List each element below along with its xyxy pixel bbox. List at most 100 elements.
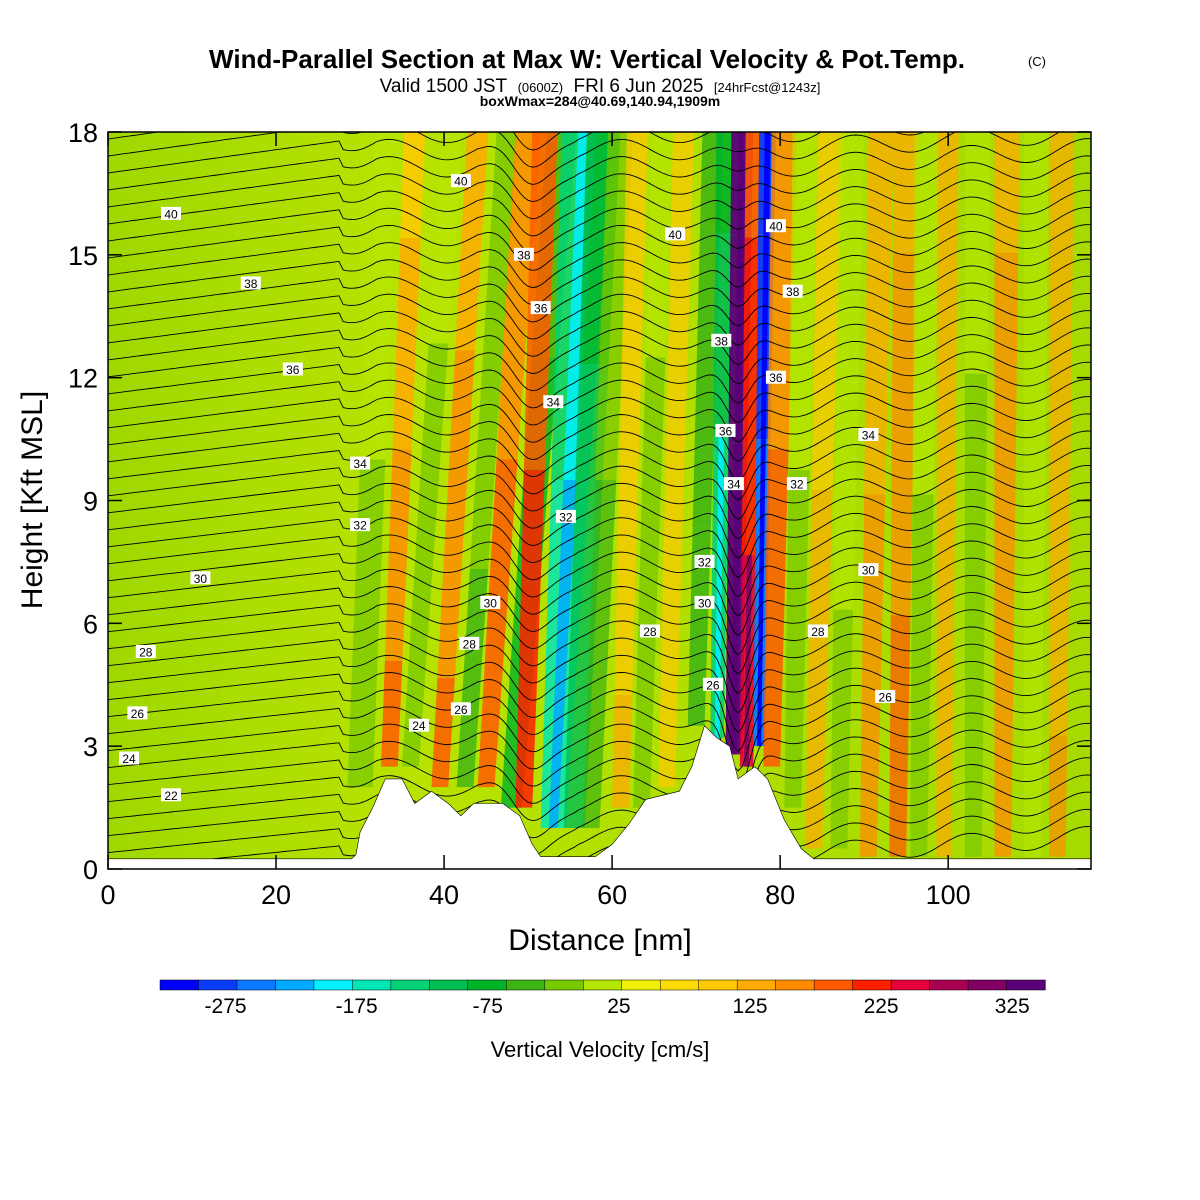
velocity-band bbox=[1048, 132, 1075, 253]
contour-label: 34 bbox=[350, 456, 371, 471]
isentrope-line bbox=[108, 464, 1091, 540]
y-tick-label: 12 bbox=[68, 364, 98, 394]
velocity-band bbox=[937, 132, 959, 253]
velocity-band bbox=[994, 615, 1014, 736]
contour-label: 28 bbox=[459, 636, 480, 651]
velocity-band bbox=[836, 251, 862, 371]
contour-label: 30 bbox=[190, 571, 211, 586]
isentrope-line bbox=[108, 378, 1091, 443]
colorbar-swatch bbox=[159, 979, 200, 991]
contour-label: 24 bbox=[119, 751, 139, 766]
contour-label: 36 bbox=[715, 423, 736, 438]
velocity-band bbox=[642, 357, 666, 470]
velocity-band bbox=[889, 735, 909, 857]
contour-label-bg bbox=[711, 333, 732, 347]
contour-label: 26 bbox=[875, 690, 896, 705]
velocity-band bbox=[415, 449, 441, 556]
velocity-core bbox=[734, 339, 744, 444]
y-axis-label: Height [Kft MSL] bbox=[16, 391, 49, 609]
contour-label-bg bbox=[350, 456, 371, 470]
velocity-band bbox=[994, 252, 1019, 374]
velocity-band bbox=[859, 735, 880, 857]
velocity-band bbox=[617, 469, 639, 583]
velocity-band bbox=[911, 615, 932, 736]
contour-label-text: 30 bbox=[484, 596, 498, 610]
velocity-band bbox=[408, 555, 434, 661]
colorbar-swatch bbox=[1006, 979, 1046, 991]
y-tick-label: 9 bbox=[83, 487, 98, 517]
velocity-band bbox=[766, 449, 789, 556]
colorbar-swatch bbox=[852, 979, 892, 991]
contour-label-text: 38 bbox=[715, 334, 729, 348]
theta-contours bbox=[108, 132, 1091, 869]
colorbar-swatch bbox=[967, 979, 1008, 991]
colorbar-swatch bbox=[698, 979, 738, 991]
x-tick-label: 60 bbox=[597, 880, 627, 910]
contour-label-text: 32 bbox=[559, 510, 573, 524]
contour-label: 38 bbox=[240, 276, 261, 291]
velocity-band bbox=[913, 132, 940, 253]
velocity-band bbox=[911, 494, 934, 616]
colorbar-tick-label: -75 bbox=[473, 995, 503, 1018]
isentrope-line bbox=[108, 344, 1091, 409]
velocity-band bbox=[687, 626, 708, 726]
contour-label: 28 bbox=[807, 624, 828, 639]
velocity-band bbox=[422, 343, 449, 450]
contour-label-text: 30 bbox=[194, 572, 208, 586]
velocity-band bbox=[368, 132, 398, 242]
isentrope-line bbox=[108, 172, 1091, 237]
contour-label: 40 bbox=[161, 206, 181, 221]
velocity-band bbox=[936, 494, 956, 616]
contour-label-text: 30 bbox=[698, 596, 712, 610]
velocity-band bbox=[936, 735, 953, 857]
velocity-band bbox=[668, 241, 691, 351]
isentrope-line bbox=[108, 740, 1091, 850]
isentrope-line bbox=[108, 396, 1091, 462]
isentrope-line bbox=[108, 774, 1091, 869]
velocity-band bbox=[515, 694, 537, 808]
contour-label-bg bbox=[459, 636, 480, 650]
colorbar-swatch bbox=[583, 979, 623, 991]
velocity-band bbox=[936, 615, 954, 736]
velocity-band bbox=[529, 132, 558, 245]
contour-label-bg bbox=[350, 518, 371, 532]
velocity-band bbox=[768, 237, 795, 344]
velocity-band bbox=[355, 459, 386, 569]
velocity-band bbox=[483, 241, 511, 351]
velocity-band bbox=[347, 677, 377, 788]
contour-label: 30 bbox=[858, 563, 879, 578]
velocity-band bbox=[1023, 373, 1047, 495]
contour-label-bg bbox=[765, 219, 786, 233]
velocity-band bbox=[892, 252, 917, 374]
y-tick-label: 3 bbox=[83, 732, 98, 762]
velocity-band bbox=[785, 582, 807, 695]
velocity-band bbox=[830, 729, 851, 849]
colorbar-swatch bbox=[352, 979, 392, 991]
isentrope-line bbox=[108, 275, 1091, 340]
isentrope-line bbox=[108, 568, 1091, 656]
velocity-band bbox=[351, 568, 382, 678]
velocity-band bbox=[910, 735, 930, 857]
velocity-band bbox=[964, 132, 991, 253]
contour-label: 34 bbox=[858, 428, 879, 443]
contour-label-bg bbox=[875, 690, 896, 703]
isentrope-line bbox=[108, 327, 1091, 392]
contour-label: 36 bbox=[530, 301, 551, 316]
contour-label-bg bbox=[782, 284, 803, 298]
contour-label-bg bbox=[190, 571, 211, 585]
contour-label-text: 26 bbox=[131, 707, 145, 721]
x-tick-label: 80 bbox=[765, 880, 795, 910]
velocity-band bbox=[815, 132, 844, 252]
velocity-band bbox=[384, 555, 407, 661]
velocity-band bbox=[964, 615, 985, 736]
velocity-band bbox=[624, 132, 648, 245]
y-tick-label: 18 bbox=[68, 118, 98, 148]
isentrope-line bbox=[108, 361, 1091, 426]
contour-label-bg bbox=[694, 554, 715, 568]
velocity-band bbox=[526, 244, 554, 358]
velocity-core bbox=[762, 234, 769, 337]
velocity-band bbox=[428, 237, 456, 344]
velocity-band bbox=[742, 343, 761, 450]
